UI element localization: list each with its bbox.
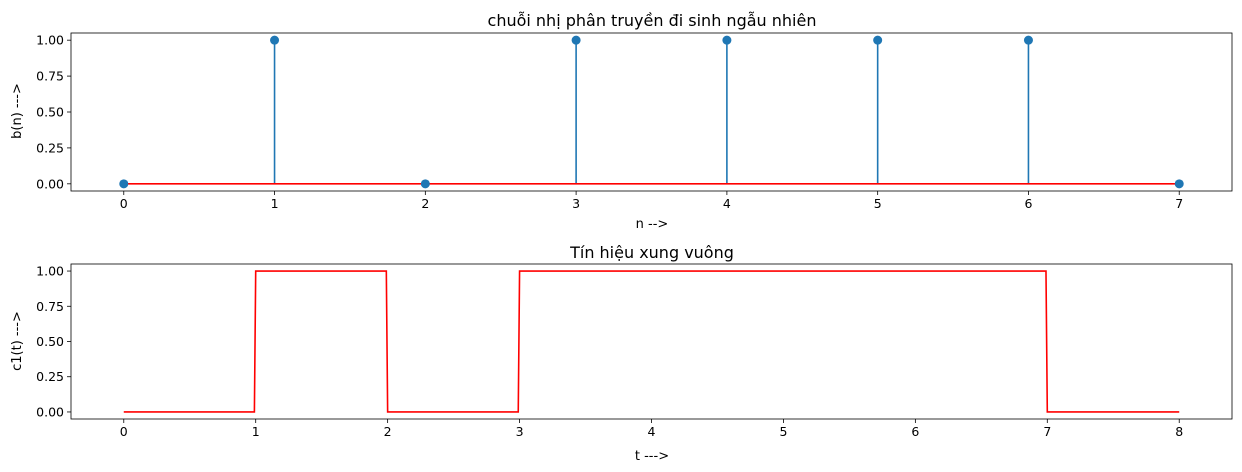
x-tick-label: 4 — [648, 424, 656, 439]
stem-marker — [119, 179, 129, 189]
y-tick-label: 0.75 — [36, 69, 64, 84]
x-tick-label: 5 — [779, 424, 787, 439]
x-tick-label: 4 — [723, 196, 731, 211]
stem-marker — [270, 35, 280, 45]
x-tick-label: 0 — [120, 196, 128, 211]
stem-marker — [571, 35, 581, 45]
x-tick-label: 1 — [271, 196, 279, 211]
axes-frame — [70, 32, 1233, 192]
axes-frame — [70, 263, 1233, 420]
y-tick-label: 0.00 — [36, 176, 64, 191]
y-tick-label: 0.00 — [36, 404, 64, 419]
x-tick-label: 5 — [874, 196, 882, 211]
x-axis-label: t ---> — [635, 449, 669, 464]
x-tick-label: 2 — [384, 424, 392, 439]
y-tick-label: 0.75 — [36, 299, 64, 314]
chart-title: Tín hiệu xung vuông — [569, 243, 734, 262]
y-axis-label: c1(t) ---> — [10, 311, 25, 371]
x-tick-label: 7 — [1043, 424, 1051, 439]
stem-marker — [420, 179, 430, 189]
x-axis-label: n --> — [636, 217, 669, 232]
series-line — [123, 270, 1180, 413]
y-tick-label: 0.25 — [36, 369, 64, 384]
x-tick-label: 8 — [1175, 424, 1183, 439]
x-tick-label: 0 — [120, 424, 128, 439]
stem-marker — [1174, 179, 1184, 189]
stem-plot: chuỗi nhị phân truyền đi sinh ngẫu nhiên… — [10, 11, 1233, 232]
y-tick-label: 1.00 — [36, 33, 64, 48]
x-tick-label: 3 — [572, 196, 580, 211]
plot-area: 0 1 2 3 4 5 6 7 8 0.00 0.25 0.50 0.75 1.00 — [36, 263, 1233, 439]
stem-marker — [1023, 35, 1033, 45]
line-plot: Tín hiệu xung vuông t ---> c1(t) ---> 0 1… — [10, 243, 1233, 464]
y-tick-label: 0.50 — [36, 105, 64, 120]
plot-area: 0 1 2 3 4 5 6 7 0.00 0.25 0.50 0.75 1.00 — [36, 32, 1233, 211]
y-tick-label: 0.25 — [36, 140, 64, 155]
stem-marker — [873, 35, 883, 45]
stem-marker — [722, 35, 732, 45]
chart-title: chuỗi nhị phân truyền đi sinh ngẫu nhiên — [488, 11, 817, 30]
x-tick-label: 3 — [516, 424, 524, 439]
x-tick-label: 6 — [1024, 196, 1032, 211]
x-tick-label: 1 — [252, 424, 260, 439]
x-tick-label: 6 — [911, 424, 919, 439]
x-tick-label: 7 — [1175, 196, 1183, 211]
y-axis-label: b(n) ---> — [10, 83, 25, 139]
y-tick-label: 1.00 — [36, 264, 64, 279]
y-tick-label: 0.50 — [36, 334, 64, 349]
x-tick-label: 2 — [421, 196, 429, 211]
